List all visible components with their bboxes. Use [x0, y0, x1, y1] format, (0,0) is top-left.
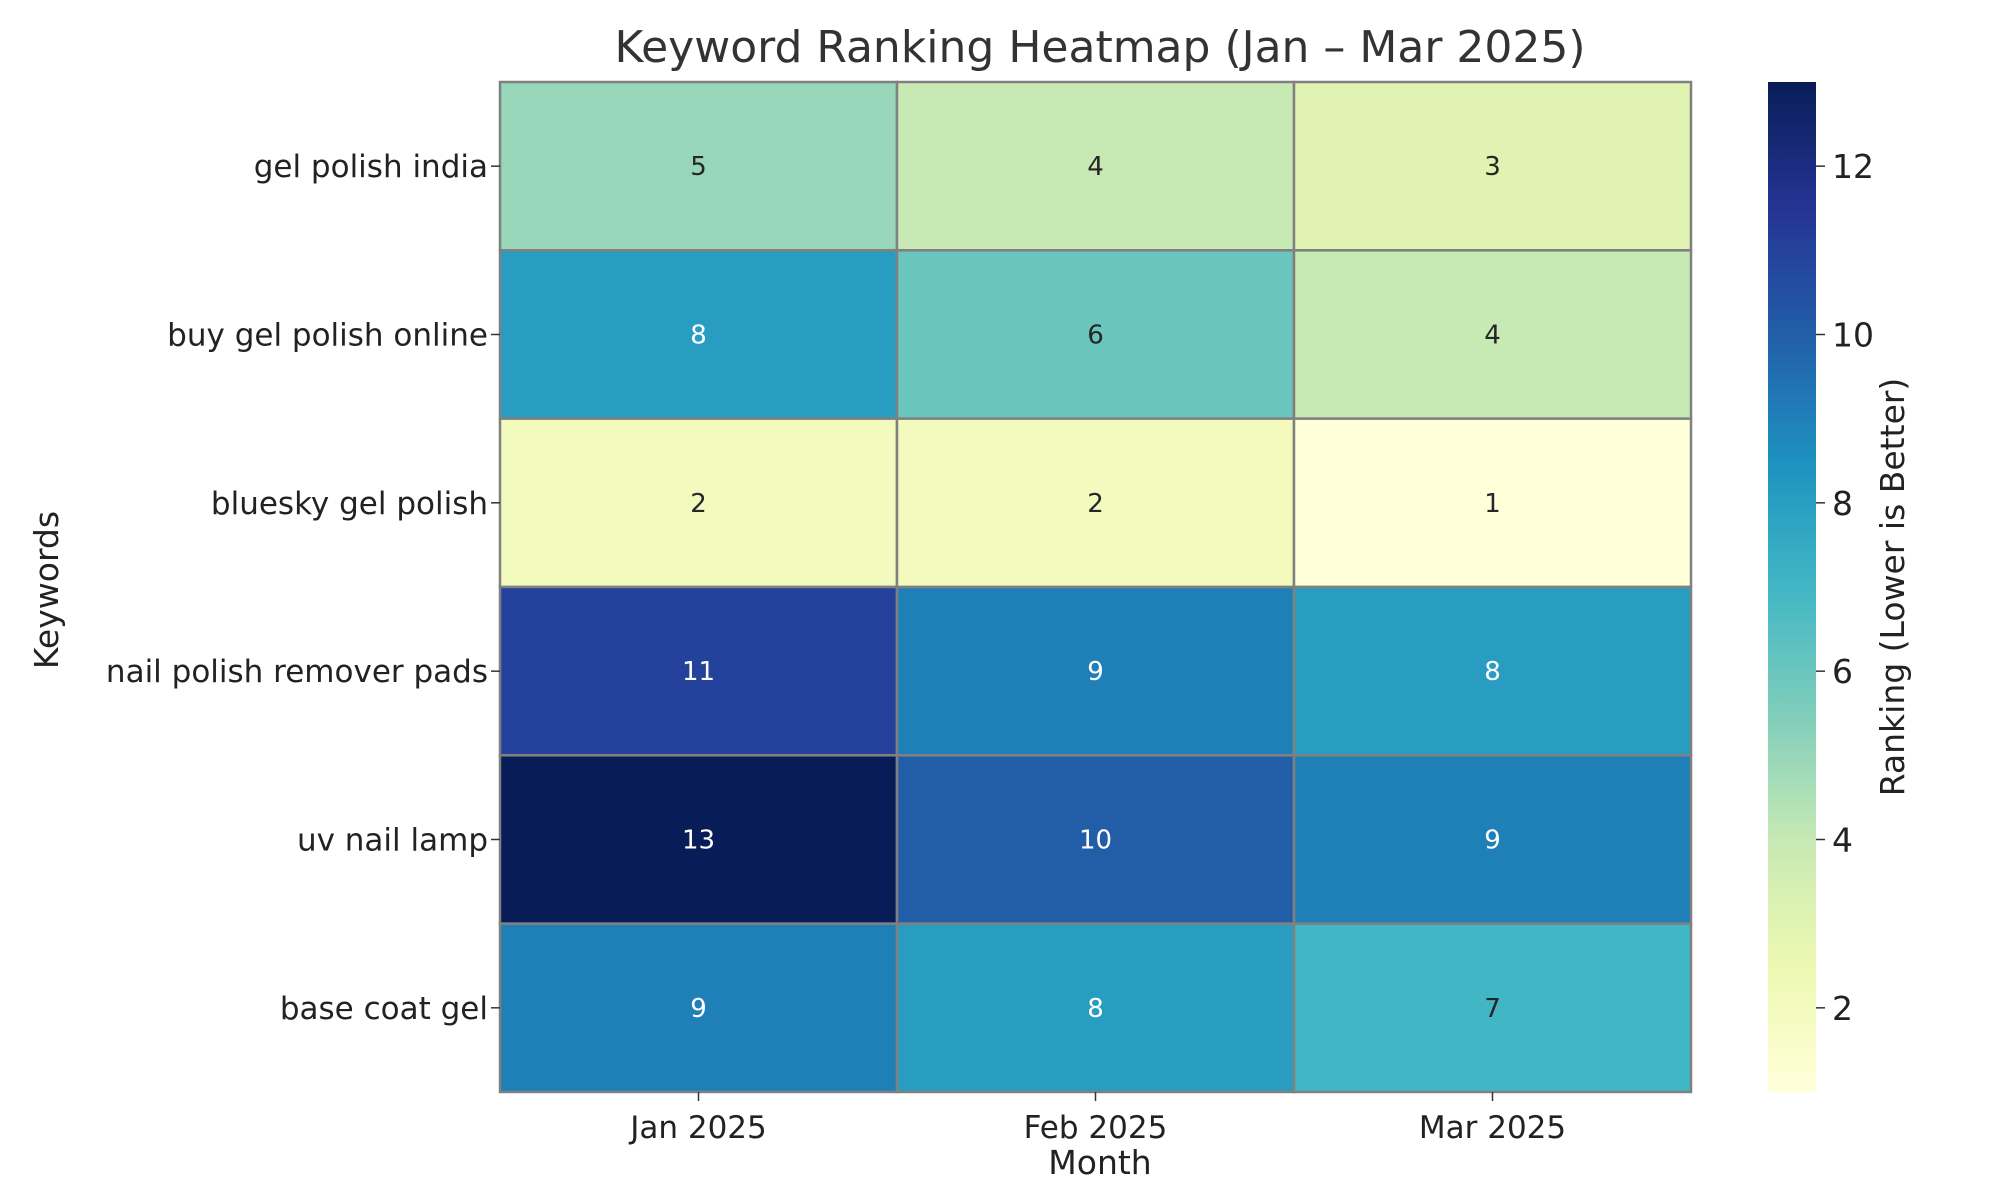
heatmap-cell: [498, 249, 899, 420]
cell-value-label: 2: [690, 489, 707, 519]
colorbar-tick-label: 4: [1832, 821, 1853, 860]
heatmap-cells: 5 4 38 6 42 2 111 9 813 10 99 8 7: [498, 80, 1693, 1094]
colorbar-tick-label: 8: [1832, 484, 1853, 523]
heatmap-cell: [895, 417, 1296, 589]
heatmap-cell: [498, 80, 899, 252]
cell-value-label: 10: [1079, 825, 1112, 855]
colorbar-tick-label: 6: [1832, 652, 1853, 691]
cell-value-label: 4: [1484, 320, 1501, 350]
cell-value-label: 9: [1484, 825, 1501, 855]
cell-value-label: 8: [1484, 657, 1501, 687]
cell-value-label: 1: [1484, 489, 1501, 519]
cell-value-label: 5: [690, 152, 707, 182]
cell-value-label: 8: [1087, 994, 1104, 1024]
cell-value-label: 11: [682, 657, 715, 687]
chart-title: Keyword Ranking Heatmap (Jan – Mar 2025): [614, 22, 1585, 73]
heatmap-cell: [895, 80, 1296, 252]
cell-value-label: 7: [1484, 994, 1501, 1024]
y-tick-label: base coat gel: [280, 991, 488, 1027]
colorbar-tick-label: 2: [1832, 989, 1853, 1028]
x-tick-label: Jan 2025: [628, 1110, 767, 1146]
cell-value-label: 4: [1087, 152, 1104, 182]
y-tick-label: gel polish india: [254, 149, 488, 185]
x-axis-label: Month: [1048, 1143, 1151, 1182]
y-tick-labels: gel polish india buy gel polish online blu…: [106, 149, 500, 1027]
y-tick-label: buy gel polish online: [167, 317, 488, 353]
colorbar-tick-label: 12: [1832, 147, 1874, 186]
colorbar-tick-label: 10: [1832, 316, 1874, 355]
heatmap-cell: [1292, 80, 1693, 252]
cell-value-label: 6: [1087, 320, 1104, 350]
colorbar-label: Ranking (Lower is Better): [1873, 378, 1912, 797]
cell-value-label: 9: [1087, 657, 1104, 687]
colorbar-ticks: 2 4 6 8 10 12: [1816, 147, 1874, 1028]
heatmap-cell: [895, 922, 1296, 1094]
cell-value-label: 8: [690, 320, 707, 350]
heatmap-cell: [1292, 922, 1693, 1094]
x-tick-label: Mar 2025: [1419, 1110, 1566, 1146]
cell-value-label: 9: [690, 994, 707, 1024]
heatmap-cell: [1292, 585, 1693, 757]
cell-value-label: 2: [1087, 489, 1104, 519]
heatmap-cell: [895, 249, 1296, 420]
y-axis-label: Keywords: [27, 511, 66, 669]
heatmap-cell: [1292, 754, 1693, 925]
x-tick-labels: Jan 2025 Feb 2025 Mar 2025: [628, 1091, 1566, 1146]
y-tick-label: nail polish remover pads: [106, 654, 488, 690]
heatmap-cell: [498, 754, 899, 925]
y-tick-label: bluesky gel polish: [211, 486, 488, 522]
heatmap-cell: [1292, 249, 1693, 420]
cell-value-label: 3: [1484, 152, 1501, 182]
y-tick-label: uv nail lamp: [297, 822, 488, 858]
heatmap-cell: [498, 585, 899, 757]
heatmap-cell: [895, 754, 1296, 925]
colorbar: [1768, 82, 1816, 1092]
x-tick-label: Feb 2025: [1024, 1110, 1168, 1146]
cell-value-label: 13: [682, 825, 715, 855]
